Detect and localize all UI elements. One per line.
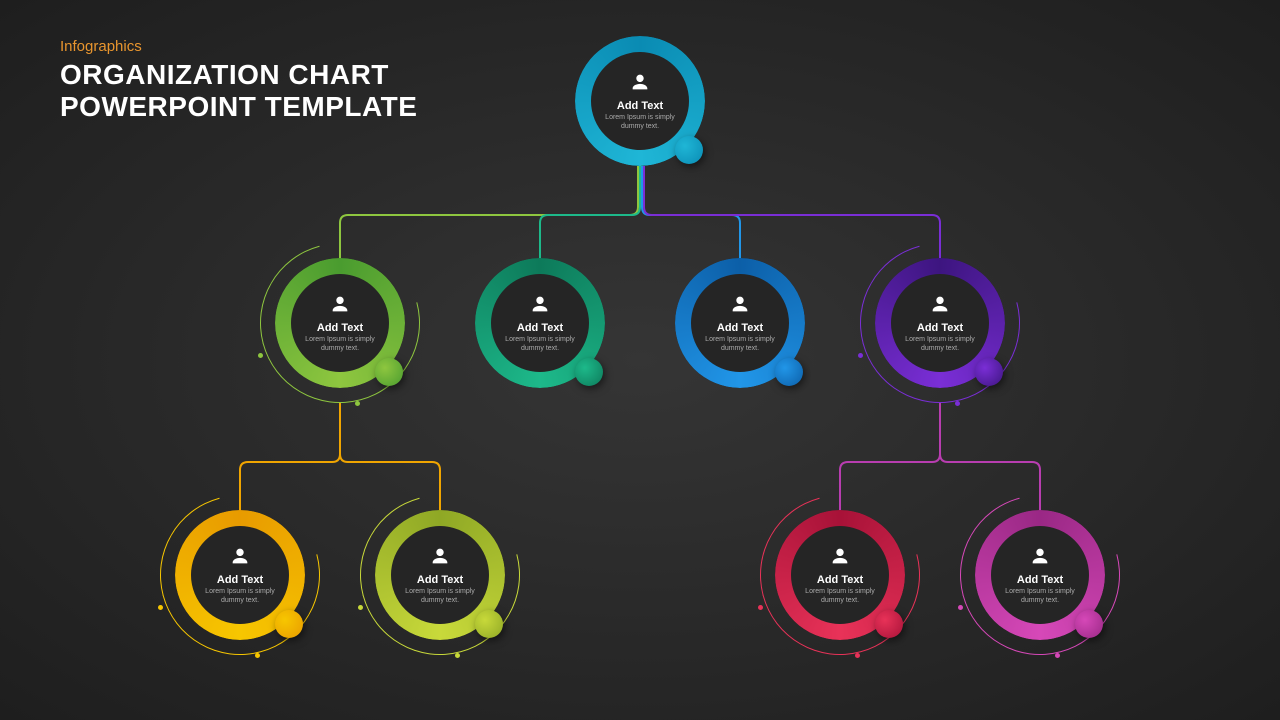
node-inner: Add Text Lorem Ipsum is simply dummy text… xyxy=(991,526,1089,624)
node-inner: Add Text Lorem Ipsum is simply dummy text… xyxy=(391,526,489,624)
node-inner: Add Text Lorem Ipsum is simply dummy text… xyxy=(891,274,989,372)
person-icon xyxy=(629,71,651,100)
org-node-n-red: Add Text Lorem Ipsum is simply dummy text… xyxy=(775,510,905,640)
org-node-n-mag: Add Text Lorem Ipsum is simply dummy text… xyxy=(975,510,1105,640)
orbit-dot xyxy=(958,605,963,610)
node-inner: Add Text Lorem Ipsum is simply dummy text… xyxy=(291,274,389,372)
node-title: Add Text xyxy=(917,322,963,334)
accent-dot xyxy=(375,358,403,386)
node-desc: Lorem Ipsum is simply dummy text. xyxy=(197,588,283,605)
orbit-dot xyxy=(158,605,163,610)
accent-dot xyxy=(575,358,603,386)
node-desc: Lorem Ipsum is simply dummy text. xyxy=(997,588,1083,605)
org-node-n-purp: Add Text Lorem Ipsum is simply dummy text… xyxy=(875,258,1005,388)
node-inner: Add Text Lorem Ipsum is simply dummy text… xyxy=(591,52,689,150)
orbit-dot xyxy=(955,401,960,406)
person-icon xyxy=(929,293,951,322)
person-icon xyxy=(229,545,251,574)
person-icon xyxy=(829,545,851,574)
node-desc: Lorem Ipsum is simply dummy text. xyxy=(597,114,683,131)
orbit-dot xyxy=(258,353,263,358)
orbit-dot xyxy=(358,605,363,610)
orbit-dot xyxy=(255,653,260,658)
orbit-dot xyxy=(355,401,360,406)
accent-dot xyxy=(875,610,903,638)
orbit-dot xyxy=(855,653,860,658)
accent-dot xyxy=(475,610,503,638)
node-desc: Lorem Ipsum is simply dummy text. xyxy=(497,336,583,353)
org-node-n-yell: Add Text Lorem Ipsum is simply dummy text… xyxy=(175,510,305,640)
org-node-root: Add Text Lorem Ipsum is simply dummy text… xyxy=(575,36,705,166)
node-desc: Lorem Ipsum is simply dummy text. xyxy=(397,588,483,605)
node-desc: Lorem Ipsum is simply dummy text. xyxy=(797,588,883,605)
accent-dot xyxy=(975,358,1003,386)
org-chart-canvas: Add Text Lorem Ipsum is simply dummy text… xyxy=(0,0,1280,720)
node-title: Add Text xyxy=(317,322,363,334)
node-title: Add Text xyxy=(617,100,663,112)
node-inner: Add Text Lorem Ipsum is simply dummy text… xyxy=(191,526,289,624)
accent-dot xyxy=(275,610,303,638)
accent-dot xyxy=(1075,610,1103,638)
org-node-n-green: Add Text Lorem Ipsum is simply dummy text… xyxy=(275,258,405,388)
orbit-dot xyxy=(1055,653,1060,658)
person-icon xyxy=(1029,545,1051,574)
org-node-n-teal: Add Text Lorem Ipsum is simply dummy text… xyxy=(475,258,605,388)
orbit-dot xyxy=(758,605,763,610)
node-desc: Lorem Ipsum is simply dummy text. xyxy=(897,336,983,353)
orbit-dot xyxy=(455,653,460,658)
org-node-n-lime: Add Text Lorem Ipsum is simply dummy text… xyxy=(375,510,505,640)
person-icon xyxy=(429,545,451,574)
node-inner: Add Text Lorem Ipsum is simply dummy text… xyxy=(691,274,789,372)
node-desc: Lorem Ipsum is simply dummy text. xyxy=(297,336,383,353)
person-icon xyxy=(529,293,551,322)
person-icon xyxy=(329,293,351,322)
accent-dot xyxy=(675,136,703,164)
person-icon xyxy=(729,293,751,322)
node-inner: Add Text Lorem Ipsum is simply dummy text… xyxy=(791,526,889,624)
node-title: Add Text xyxy=(817,574,863,586)
node-title: Add Text xyxy=(717,322,763,334)
node-title: Add Text xyxy=(417,574,463,586)
org-node-n-blue: Add Text Lorem Ipsum is simply dummy text… xyxy=(675,258,805,388)
node-inner: Add Text Lorem Ipsum is simply dummy text… xyxy=(491,274,589,372)
accent-dot xyxy=(775,358,803,386)
orbit-dot xyxy=(858,353,863,358)
node-title: Add Text xyxy=(517,322,563,334)
node-title: Add Text xyxy=(217,574,263,586)
node-title: Add Text xyxy=(1017,574,1063,586)
node-desc: Lorem Ipsum is simply dummy text. xyxy=(697,336,783,353)
